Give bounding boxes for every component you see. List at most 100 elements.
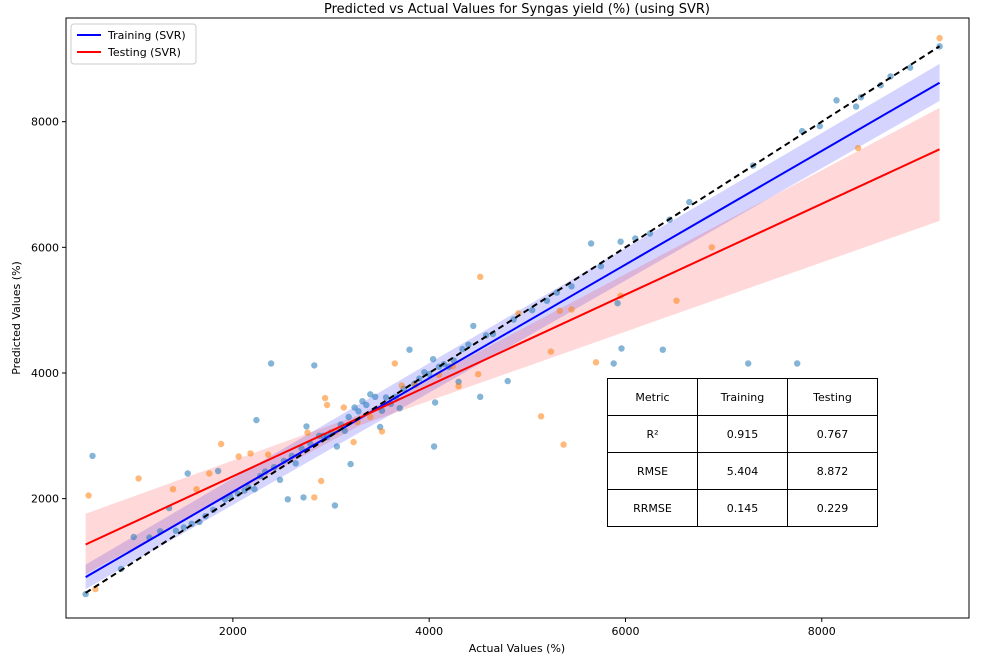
- training-point: [298, 445, 305, 452]
- training-fit-line: [85, 81, 941, 579]
- training-point: [470, 322, 477, 330]
- testing-point: [708, 244, 715, 251]
- testing-point: [206, 470, 213, 477]
- training-point: [617, 238, 624, 245]
- table-cell: 0.915: [697, 415, 788, 453]
- testing-point: [265, 451, 272, 458]
- training-point: [89, 452, 96, 460]
- confidence-bands: [85, 63, 940, 590]
- testing-point: [217, 440, 225, 448]
- x-axis-label: Actual Values (%): [469, 642, 565, 655]
- table-row: R² 0.915 0.767: [607, 415, 878, 453]
- training-point: [347, 460, 354, 468]
- testing-point: [568, 306, 575, 313]
- x-tick-label: 2000: [219, 625, 247, 638]
- testing-point: [367, 413, 374, 421]
- training-point: [333, 443, 341, 450]
- training-point: [686, 198, 693, 206]
- table-header-row: Metric Training Testing: [607, 378, 878, 416]
- testing-point: [560, 441, 567, 448]
- training-point: [659, 346, 666, 353]
- training-point: [455, 378, 462, 385]
- training-point: [794, 360, 801, 367]
- testing-point: [854, 144, 862, 152]
- legend-box: [70, 23, 197, 65]
- training-point: [396, 405, 403, 412]
- x-tick-label: 6000: [611, 625, 639, 638]
- axis-ticks: 2000 4000 6000 8000 2000 4000 6000 8000: [31, 116, 836, 638]
- testing-point: [378, 428, 386, 435]
- y-tick-label: 4000: [31, 367, 59, 380]
- training-point: [614, 300, 621, 307]
- training-confidence-band: [85, 63, 940, 590]
- training-point: [504, 377, 511, 385]
- training-point: [833, 97, 840, 104]
- metrics-table: Metric Training Testing R² 0.915 0.767 R…: [607, 378, 878, 527]
- legend: Training (SVR) Testing (SVR): [70, 23, 197, 65]
- training-point: [331, 502, 339, 509]
- training-point: [906, 64, 914, 71]
- testing-point: [318, 477, 325, 485]
- testing-fit-line: [85, 148, 940, 546]
- training-point: [465, 341, 472, 348]
- testing-point: [235, 453, 242, 460]
- training-point: [431, 399, 439, 406]
- training-point: [745, 360, 752, 367]
- testing-point: [193, 486, 200, 493]
- testing-point: [85, 492, 92, 499]
- training-point: [292, 460, 299, 467]
- training-point: [172, 527, 180, 534]
- training-point: [130, 533, 137, 541]
- testing-point: [537, 413, 545, 420]
- testing-point: [391, 360, 398, 367]
- testing-point: [247, 450, 254, 457]
- training-point: [345, 413, 352, 421]
- training-point: [587, 240, 595, 247]
- training-point: [311, 362, 318, 369]
- training-point: [597, 263, 605, 270]
- table-cell: 0.145: [697, 489, 788, 527]
- training-point: [251, 486, 258, 493]
- training-point: [510, 316, 517, 323]
- training-point: [253, 416, 260, 424]
- testing-point: [350, 438, 357, 446]
- table-row: RMSE 5.404 8.872: [607, 452, 878, 490]
- testing-point: [92, 585, 99, 593]
- table-cell: 8.872: [787, 452, 878, 490]
- testing-point: [311, 494, 318, 501]
- testing-point: [673, 297, 680, 304]
- testing-point: [475, 371, 482, 378]
- training-point: [382, 394, 390, 401]
- training-point: [210, 506, 217, 514]
- training-point: [430, 443, 438, 450]
- training-point: [429, 356, 437, 363]
- training-point: [816, 122, 823, 130]
- training-point: [568, 283, 575, 290]
- training-point: [180, 524, 187, 531]
- testing-point: [304, 429, 311, 436]
- training-point: [184, 470, 191, 477]
- table-header-cell: Testing: [787, 378, 878, 416]
- table-cell: RRMSE: [607, 489, 698, 527]
- testing-point: [321, 394, 329, 402]
- training-point: [477, 393, 484, 400]
- y-axis-label: Predicted Values (%): [10, 261, 23, 375]
- training-point: [363, 401, 370, 409]
- plot-frame: [65, 17, 970, 619]
- table-cell: RMSE: [607, 452, 698, 490]
- testing-point: [547, 348, 555, 355]
- testing-point: [169, 486, 177, 493]
- y-tick-label: 2000: [31, 493, 59, 506]
- training-point: [618, 345, 625, 352]
- testing-point: [135, 475, 142, 482]
- x-tick-label: 4000: [415, 625, 443, 638]
- training-point: [372, 393, 379, 400]
- training-point: [529, 306, 536, 314]
- legend-testing-label: Testing (SVR): [107, 46, 181, 59]
- training-point: [646, 230, 654, 237]
- testing-point: [477, 273, 484, 280]
- testing-point: [556, 307, 563, 314]
- training-point: [300, 494, 307, 501]
- table-header-cell: Metric: [607, 378, 698, 416]
